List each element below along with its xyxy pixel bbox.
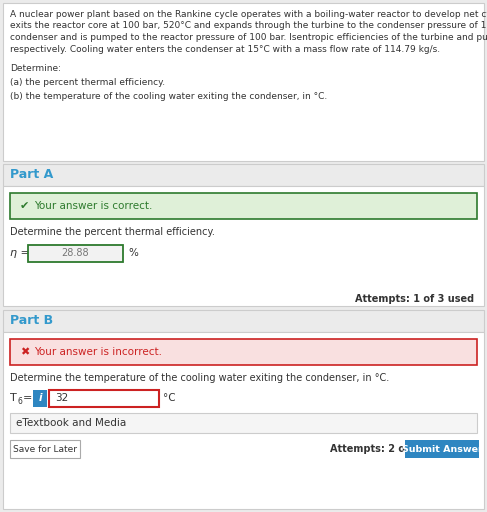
Text: (b) the temperature of the cooling water exiting the condenser, in °C.: (b) the temperature of the cooling water… xyxy=(10,92,327,101)
FancyBboxPatch shape xyxy=(49,390,159,407)
Text: i: i xyxy=(38,393,42,403)
Text: 28.88: 28.88 xyxy=(61,248,89,258)
FancyBboxPatch shape xyxy=(10,339,477,365)
FancyBboxPatch shape xyxy=(405,440,479,458)
Text: eTextbook and Media: eTextbook and Media xyxy=(16,418,126,428)
Text: Determine the temperature of the cooling water exiting the condenser, in °C.: Determine the temperature of the cooling… xyxy=(10,373,389,383)
FancyBboxPatch shape xyxy=(3,332,484,509)
Text: °C: °C xyxy=(163,393,176,403)
Text: 6: 6 xyxy=(17,396,22,406)
Text: Determine the percent thermal efficiency.: Determine the percent thermal efficiency… xyxy=(10,227,215,237)
Text: Attempts: 2 of 3 used: Attempts: 2 of 3 used xyxy=(330,444,449,454)
FancyBboxPatch shape xyxy=(3,164,484,186)
Text: exits the reactor core at 100 bar, 520°C and expands through the turbine to the : exits the reactor core at 100 bar, 520°C… xyxy=(10,22,487,31)
Text: η =: η = xyxy=(10,248,30,258)
Text: ✔: ✔ xyxy=(20,201,29,211)
FancyBboxPatch shape xyxy=(3,186,484,306)
Text: Save for Later: Save for Later xyxy=(13,444,77,454)
Text: Part A: Part A xyxy=(10,168,53,181)
FancyBboxPatch shape xyxy=(3,310,484,332)
Text: A nuclear power plant based on the Rankine cycle operates with a boiling-water r: A nuclear power plant based on the Ranki… xyxy=(10,10,487,19)
FancyBboxPatch shape xyxy=(33,390,47,407)
Text: Your answer is correct.: Your answer is correct. xyxy=(34,201,152,211)
Text: T: T xyxy=(10,393,17,403)
Text: Determine:: Determine: xyxy=(10,64,61,73)
Text: respectively. Cooling water enters the condenser at 15°C with a mass flow rate o: respectively. Cooling water enters the c… xyxy=(10,45,440,53)
Text: %: % xyxy=(128,248,138,258)
FancyBboxPatch shape xyxy=(10,193,477,219)
Text: (a) the percent thermal efficiency.: (a) the percent thermal efficiency. xyxy=(10,78,165,87)
FancyBboxPatch shape xyxy=(10,440,80,458)
Text: ✖: ✖ xyxy=(20,347,29,357)
Text: Attempts: 1 of 3 used: Attempts: 1 of 3 used xyxy=(355,294,474,304)
FancyBboxPatch shape xyxy=(10,413,477,433)
FancyBboxPatch shape xyxy=(28,245,123,262)
Text: Submit Answer: Submit Answer xyxy=(402,444,483,454)
Text: condenser and is pumped to the reactor pressure of 100 bar. Isentropic efficienc: condenser and is pumped to the reactor p… xyxy=(10,33,487,42)
Text: Your answer is incorrect.: Your answer is incorrect. xyxy=(34,347,162,357)
Text: Part B: Part B xyxy=(10,314,53,328)
Text: 32: 32 xyxy=(55,393,68,403)
FancyBboxPatch shape xyxy=(3,3,484,161)
Text: =: = xyxy=(23,393,32,403)
